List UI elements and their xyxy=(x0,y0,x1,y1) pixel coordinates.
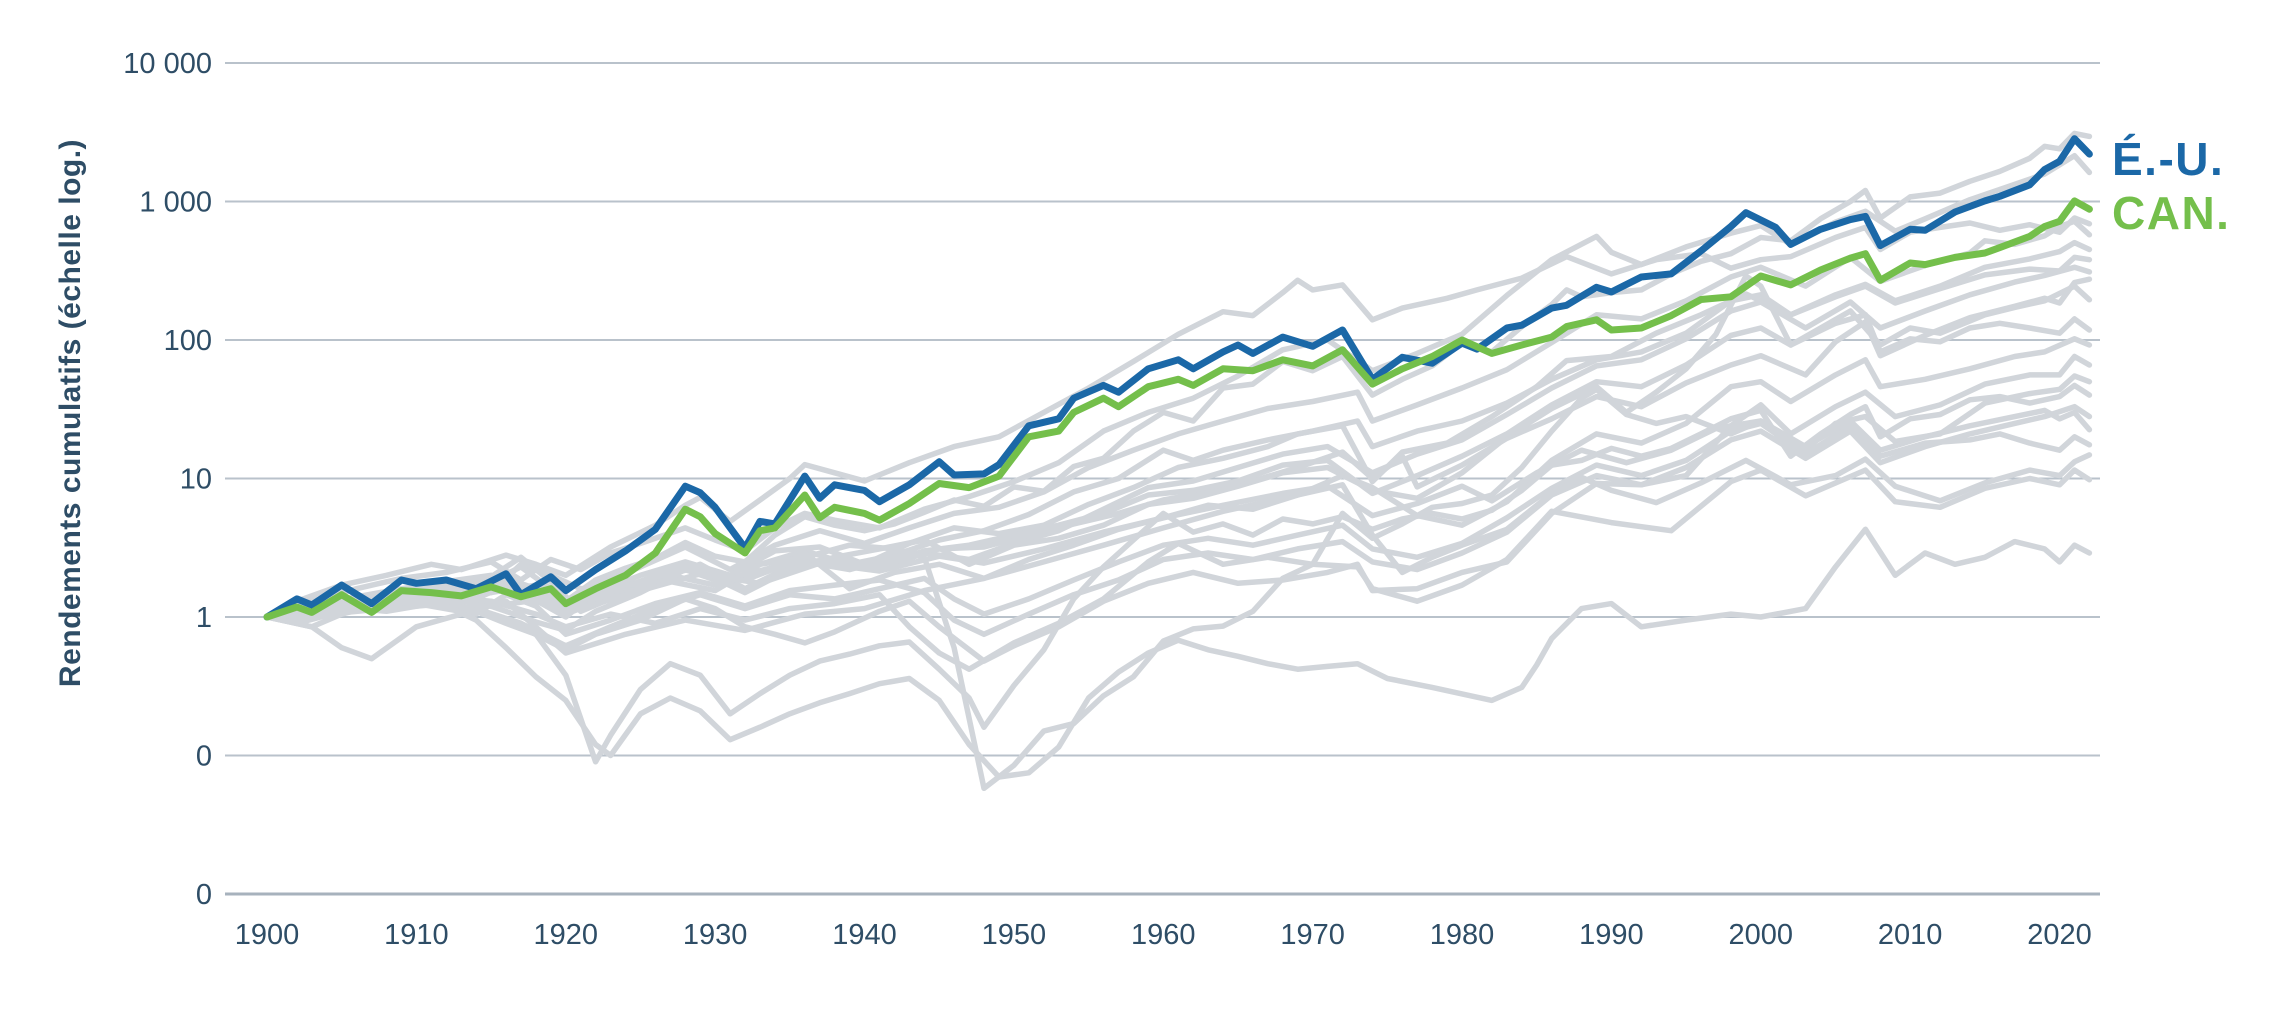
series-line-gray-19 xyxy=(264,407,2093,620)
series-line-gray-18 xyxy=(264,452,2093,662)
x-tick-label: 1980 xyxy=(1430,919,1495,951)
y-tick-label: 1 000 xyxy=(139,187,212,219)
x-tick-label: 1970 xyxy=(1280,919,1345,951)
series-line-gray-01 xyxy=(264,130,2093,620)
x-tick-label: 1990 xyxy=(1579,919,1644,951)
y-tick-label: 10 000 xyxy=(123,48,212,80)
x-tick-label: 1900 xyxy=(235,919,300,951)
series-line-gray-20 xyxy=(264,526,2093,780)
series-line-gray-14 xyxy=(264,382,2093,765)
series-line-gray-16 xyxy=(264,467,2093,672)
x-tick-label: 1930 xyxy=(683,919,748,951)
x-tick-label: 1940 xyxy=(832,919,897,951)
x-tick-label: 2010 xyxy=(1878,919,1943,951)
x-tick-label: 1910 xyxy=(384,919,449,951)
x-tick-label: 2020 xyxy=(2027,919,2092,951)
series-label-us: É.-U. xyxy=(2112,133,2225,185)
y-axis-title: Rendements cumulatifs (échelle log.) xyxy=(54,138,87,688)
series-line-gray-03 xyxy=(264,215,2093,620)
y-tick-label: 100 xyxy=(164,325,212,357)
series-line-us xyxy=(263,135,2093,621)
x-tick-label: 1920 xyxy=(534,919,599,951)
y-tick-label: 0 xyxy=(196,879,212,911)
series-label-can: CAN. xyxy=(2112,187,2231,239)
series-line-gray-15 xyxy=(264,403,2093,638)
x-tick-label: 2000 xyxy=(1729,919,1794,951)
x-tick-label: 1950 xyxy=(982,919,1047,951)
x-tick-label: 1960 xyxy=(1131,919,1196,951)
series-line-can xyxy=(263,197,2093,621)
y-tick-label: 0 xyxy=(196,741,212,773)
y-tick-label: 1 xyxy=(196,602,212,634)
y-tick-label: 10 xyxy=(180,464,212,496)
series-line-gray-10 xyxy=(264,312,2093,620)
series-line-gray-17 xyxy=(264,420,2093,649)
